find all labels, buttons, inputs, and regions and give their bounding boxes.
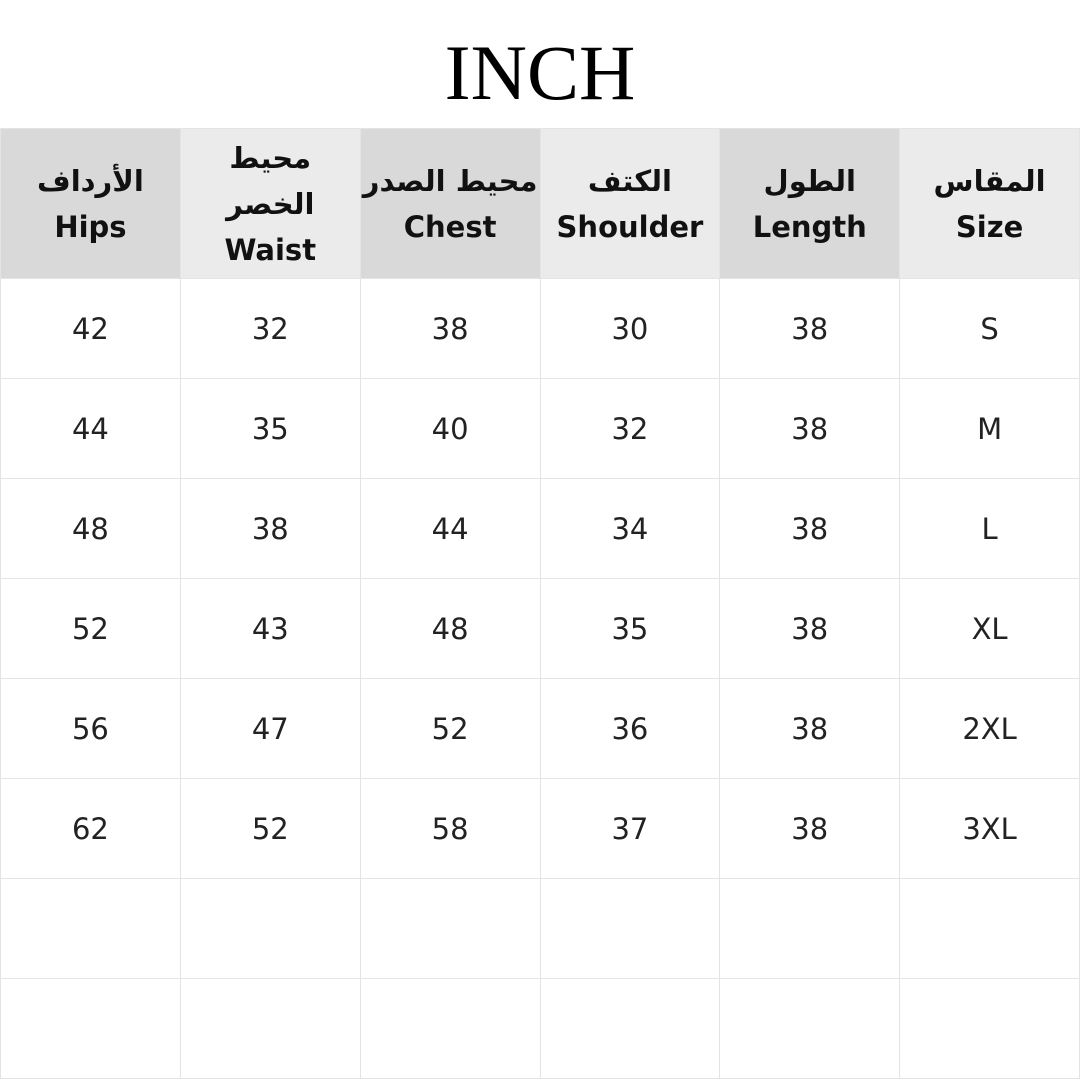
- cell-waist: 35: [179, 378, 361, 479]
- column-header-chest: محيط الصدر Chest: [359, 128, 541, 279]
- cell-waist: 43: [179, 578, 361, 679]
- cell-size: XL: [899, 578, 1080, 679]
- cell-length: 38: [719, 578, 901, 679]
- cell-hips: 52: [0, 578, 181, 679]
- cell-hips: [0, 878, 181, 979]
- column-header-arabic: محيط الخصر: [226, 140, 315, 221]
- cell-waist: [179, 878, 361, 979]
- cell-size: 2XL: [899, 678, 1080, 779]
- cell-hips: 62: [0, 778, 181, 879]
- cell-shoulder: 36: [539, 678, 721, 779]
- cell-length: 38: [719, 778, 901, 879]
- cell-shoulder: 30: [539, 278, 721, 379]
- cell-chest: 44: [359, 478, 541, 579]
- header-row: المقاس Size الطول Length الكتف Shoulder محيط ا…: [0, 128, 1080, 279]
- column-header-english: Hips: [54, 209, 127, 244]
- cell-chest: 48: [359, 578, 541, 679]
- table-row: XL 38 35 48 43 52: [0, 578, 1080, 679]
- column-header-arabic: المقاس: [933, 163, 1046, 198]
- column-header-english: Size: [955, 209, 1024, 244]
- column-header-shoulder: الكتف Shoulder: [539, 128, 721, 279]
- table-row: S 38 30 38 32 42: [0, 278, 1080, 379]
- column-header-length: الطول Length: [719, 128, 901, 279]
- cell-shoulder: 35: [539, 578, 721, 679]
- cell-hips: 44: [0, 378, 181, 479]
- cell-hips: 56: [0, 678, 181, 779]
- cell-size: [899, 978, 1080, 1079]
- cell-chest: [359, 978, 541, 1079]
- cell-chest: 38: [359, 278, 541, 379]
- cell-shoulder: 37: [539, 778, 721, 879]
- column-header-hips: الأرداف Hips: [0, 128, 181, 279]
- cell-chest: 40: [359, 378, 541, 479]
- cell-length: [719, 878, 901, 979]
- cell-shoulder: 34: [539, 478, 721, 579]
- cell-waist: 38: [179, 478, 361, 579]
- cell-hips: [0, 978, 181, 1079]
- cell-waist: 47: [179, 678, 361, 779]
- cell-chest: [359, 878, 541, 979]
- cell-size: L: [899, 478, 1080, 579]
- column-header-arabic: الكتف: [587, 163, 672, 198]
- cell-waist: [179, 978, 361, 1079]
- cell-size: M: [899, 378, 1080, 479]
- table-row: [0, 878, 1080, 979]
- cell-size: 3XL: [899, 778, 1080, 879]
- cell-length: 38: [719, 378, 901, 479]
- cell-length: 38: [719, 478, 901, 579]
- column-header-arabic: الأرداف: [37, 163, 144, 198]
- table-row: M 38 32 40 35 44: [0, 378, 1080, 479]
- cell-size: [899, 878, 1080, 979]
- cell-shoulder: 32: [539, 378, 721, 479]
- cell-hips: 42: [0, 278, 181, 379]
- page-title: INCH: [444, 29, 636, 116]
- column-header-english: Chest: [403, 209, 497, 244]
- column-header-arabic: الطول: [763, 163, 856, 198]
- table-row: 2XL 38 36 52 47 56: [0, 678, 1080, 779]
- table-row: L 38 34 44 38 48: [0, 478, 1080, 579]
- column-header-size: المقاس Size: [899, 128, 1080, 279]
- cell-waist: 52: [179, 778, 361, 879]
- column-header-waist: محيط الخصر Waist: [179, 128, 361, 279]
- cell-chest: 58: [359, 778, 541, 879]
- table-row: 3XL 38 37 58 52 62: [0, 778, 1080, 879]
- cell-chest: 52: [359, 678, 541, 779]
- cell-length: [719, 978, 901, 1079]
- column-header-english: Shoulder: [556, 209, 704, 244]
- column-header-arabic: محيط الصدر: [362, 163, 538, 198]
- cell-hips: 48: [0, 478, 181, 579]
- cell-shoulder: [539, 978, 721, 1079]
- size-chart-table: المقاس Size الطول Length الكتف Shoulder محيط ا…: [0, 128, 1080, 1079]
- cell-length: 38: [719, 678, 901, 779]
- column-header-english: Length: [752, 209, 867, 244]
- cell-waist: 32: [179, 278, 361, 379]
- cell-shoulder: [539, 878, 721, 979]
- cell-length: 38: [719, 278, 901, 379]
- column-header-english: Waist: [224, 232, 317, 267]
- table-row: [0, 978, 1080, 1079]
- cell-size: S: [899, 278, 1080, 379]
